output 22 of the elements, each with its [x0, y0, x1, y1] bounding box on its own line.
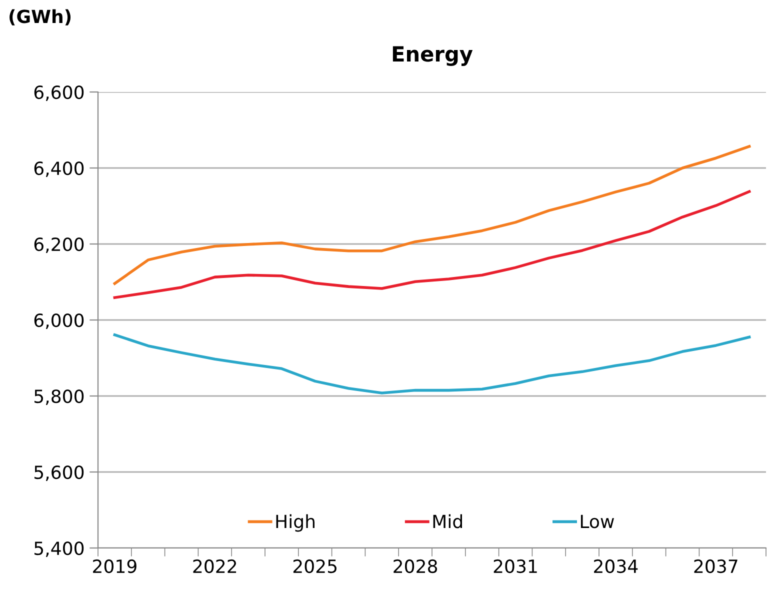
- line-series: [113, 190, 751, 299]
- legend-label: Low: [580, 514, 614, 528]
- y-tick-label: 6,400: [34, 161, 84, 177]
- y-tick-label: 5,400: [34, 541, 84, 557]
- x-tick-label: 2028: [394, 559, 438, 574]
- x-tick-label: 2037: [694, 559, 738, 574]
- x-tick-label: 2022: [193, 559, 236, 574]
- x-tick-label: 2025: [293, 559, 336, 574]
- line-series: [113, 333, 751, 394]
- y-tick-label: 5,600: [34, 465, 84, 481]
- x-tick-label: 2034: [594, 559, 638, 574]
- y-tick-label: 6,000: [34, 313, 84, 329]
- y-axis-title: (GWh): [10, 9, 71, 26]
- y-tick-label: 6,200: [34, 237, 84, 253]
- legend-label: Mid: [433, 514, 462, 528]
- y-tick-label: 6,600: [34, 85, 84, 101]
- line-series: [113, 144, 751, 285]
- chart-title: Energy: [392, 46, 473, 66]
- x-tick-label: 2031: [494, 559, 537, 574]
- legend-label: High: [276, 514, 314, 532]
- y-tick-label: 5,800: [34, 389, 84, 405]
- x-tick-label: 2019: [93, 559, 136, 574]
